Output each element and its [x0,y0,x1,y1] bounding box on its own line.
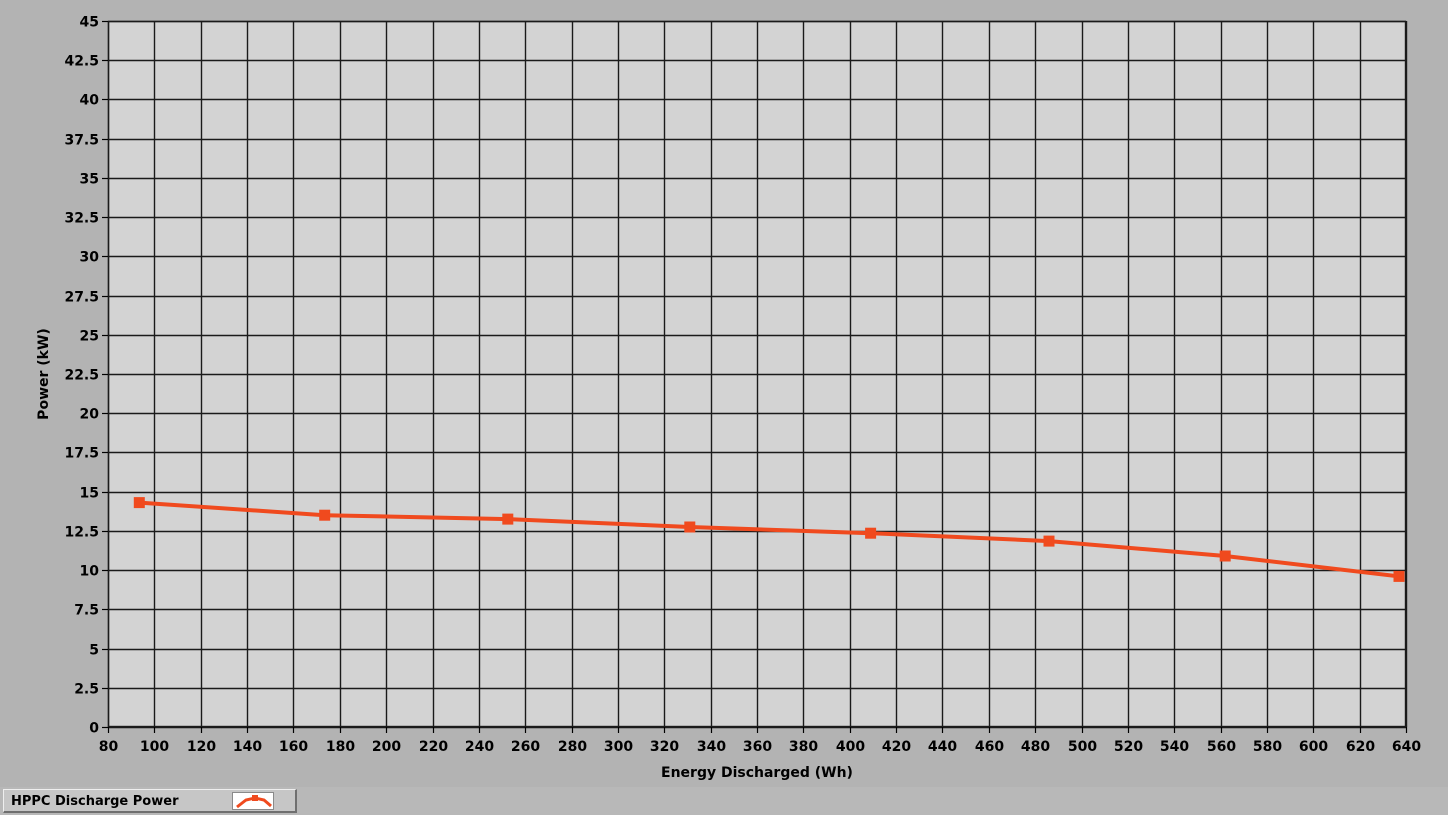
data-point [865,527,877,539]
data-point [1219,550,1231,562]
y-tick-label: 45 [80,15,99,31]
y-tick-label: 17.5 [64,446,99,462]
y-tick-label: 37.5 [64,133,99,149]
x-axis-ticks: 80 100 120 140 160 180 200 220 240 260 280 300 320 34… [99,727,1421,755]
y-tick-label: 40 [80,93,100,109]
y-tick-label: 32.5 [64,211,99,227]
y-axis-ticks: 0 2.5 5 7.5 10 12.5 15 17.5 20 22.5 25 27.5 30 32.5 35… [64,15,108,737]
x-tick-label: 340 [697,739,726,755]
y-tick-label: 15 [80,486,99,502]
x-tick-label: 200 [372,739,401,755]
x-tick-label: 560 [1207,739,1236,755]
x-tick-label: 260 [511,739,540,755]
data-point [502,513,514,525]
data-point [133,497,145,509]
series-line [139,500,1400,579]
x-tick-label: 480 [1021,739,1050,755]
x-axis-title: Energy Discharged (Wh) [661,765,853,781]
x-tick-label: 100 [140,739,169,755]
x-tick-label: 80 [99,739,119,755]
x-tick-label: 180 [326,739,355,755]
x-tick-label: 500 [1068,739,1097,755]
x-tick-label: 160 [279,739,308,755]
y-tick-label: 20 [80,407,100,423]
x-tick-label: 520 [1114,739,1143,755]
x-tick-label: 120 [187,739,216,755]
x-tick-label: 580 [1253,739,1282,755]
y-tick-label: 2.5 [74,682,99,698]
line-with-marker-icon[interactable] [232,792,274,810]
x-tick-label: 380 [789,739,818,755]
y-tick-label: 12.5 [64,525,99,541]
legend-swatch-graphic [236,795,272,809]
x-tick-label: 240 [465,739,494,755]
legend-label: HPPC Discharge Power [11,794,179,809]
y-tick-label: 42.5 [64,54,99,70]
y-tick-label: 0 [89,721,99,737]
data-point [684,521,696,533]
y-tick-label: 35 [80,172,99,188]
data-point [1043,535,1055,547]
x-tick-label: 460 [975,739,1004,755]
x-tick-label: 300 [604,739,633,755]
x-tick-label: 620 [1346,739,1375,755]
x-tick-label: 220 [419,739,448,755]
y-tick-label: 5 [89,643,99,659]
legend-bar: HPPC Discharge Power [0,787,1448,815]
line-chart: 0 2.5 5 7.5 10 12.5 15 17.5 20 22.5 25 27.5 30 32.5 35… [36,15,1421,782]
x-tick-label: 140 [233,739,262,755]
x-tick-label: 440 [928,739,957,755]
data-point [319,509,331,521]
x-tick-label: 420 [882,739,911,755]
legend-entry[interactable]: HPPC Discharge Power [3,789,297,813]
series-group [133,497,1405,582]
y-axis-title: Power (kW) [36,328,52,420]
x-tick-label: 640 [1392,739,1421,755]
x-tick-label: 540 [1160,739,1189,755]
y-tick-label: 27.5 [64,290,99,306]
x-tick-label: 280 [558,739,587,755]
x-tick-label: 400 [836,739,865,755]
y-tick-label: 7.5 [74,603,99,619]
plot-border [107,20,1407,728]
x-tick-label: 600 [1299,739,1328,755]
data-point [1393,570,1405,582]
x-tick-label: 360 [743,739,772,755]
y-tick-label: 22.5 [64,368,99,384]
grid-lines [107,20,1408,729]
y-tick-label: 10 [80,564,100,580]
x-tick-label: 320 [650,739,679,755]
y-tick-label: 30 [80,250,100,266]
y-tick-label: 25 [80,329,99,345]
